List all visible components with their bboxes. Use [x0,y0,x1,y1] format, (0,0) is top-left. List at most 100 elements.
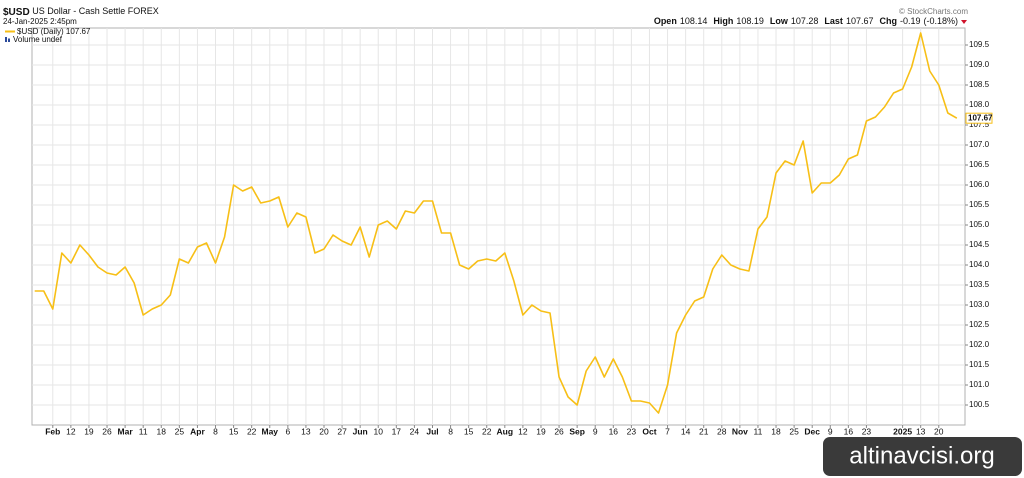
x-tick-label: 24 [410,426,420,436]
x-tick-label: 2025 [893,426,912,436]
y-tick-label: 101.0 [969,380,990,389]
quote-value: -0.19 [900,16,921,26]
y-tick-label: 108.5 [969,80,990,89]
x-tick-label: 11 [139,426,148,436]
quote: Open 108.14 High 108.19 Low 107.28 Last 107.67 C… [654,16,958,26]
legend-entry: $USD (Daily) 107.67 [17,27,91,36]
quote-pct: (-0.18%) [923,16,958,26]
y-tick-label: 100.5 [969,400,990,409]
x-tick-label: Nov [732,426,748,436]
x-tick-label: 9 [593,426,598,436]
legend-name: $USD (Daily) [17,27,64,36]
x-tick-label: 8 [213,426,218,436]
x-tick-label: 13 [916,426,926,436]
quote-value: 107.67 [846,16,874,26]
x-tick-label: 23 [627,426,637,436]
x-tick-label: 25 [175,426,185,436]
price-line [34,32,958,414]
x-tick-label: Apr [190,426,205,436]
quote-value: 108.14 [680,16,708,26]
y-tick-label: 109.5 [969,40,990,49]
y-tick-label: 109.0 [969,60,990,69]
x-tick-label: Aug [497,426,514,436]
y-tick-label: 101.5 [969,360,990,369]
x-tick-label: 25 [789,426,799,436]
y-tick-label: 105.0 [969,220,990,229]
x-tick-label: 15 [229,426,239,436]
x-tick-label: 12 [66,426,76,436]
quote-value: 108.19 [736,16,764,26]
chart-title: $USD US Dollar - Cash Settle FOREX [3,6,159,17]
y-tick-label: 103.5 [969,280,990,289]
x-tick-label: 28 [717,426,727,436]
x-tick-label: Sep [569,426,585,436]
x-tick-label: 22 [247,426,257,436]
x-tick-label: 16 [844,426,854,436]
symbol: $USD [3,7,30,18]
volume-icon [5,37,7,42]
quote-label: Chg [879,16,897,26]
quote-label: Open [654,16,677,26]
x-tick-label: 20 [319,426,329,436]
x-tick-label: 27 [337,426,347,436]
x-tick-label: 19 [84,426,94,436]
quote-label: High [713,16,733,26]
x-tick-label: 17 [392,426,402,436]
quote-value: 107.28 [791,16,819,26]
x-tick-label: 18 [771,426,781,436]
date: 24-Jan-2025 2:45pm [3,17,77,26]
x-tick-label: Feb [45,426,60,436]
quote-label: Last [824,16,843,26]
x-tick-label: 18 [157,426,167,436]
title-suffix: US Dollar - Cash Settle FOREX [32,6,159,16]
x-tick-label: 6 [285,426,290,436]
y-tick-label: 106.0 [969,180,990,189]
quote-label: Low [770,16,789,26]
y-tick-label: 107.0 [969,140,990,149]
volume-icon [8,38,10,42]
y-tick-label: 106.5 [969,160,990,169]
y-tick-label: 103.0 [969,300,990,309]
y-tick-label: 107.5 [969,120,990,129]
x-tick-label: 15 [464,426,474,436]
x-tick-label: May [261,426,278,436]
plot: 107.67 [34,32,993,414]
watermark: altinavcisi.org [849,442,994,469]
x-tick-label: Mar [118,426,134,436]
credit: © StockCharts.com [899,7,968,16]
legend-value: 107.67 [66,27,91,36]
last-value-tag [965,112,993,124]
x-tick-label: 8 [448,426,453,436]
x-tick-label: 10 [374,426,384,436]
x-tick-label: 21 [699,426,709,436]
volume-legend: Volume undef [13,35,63,44]
x-tick-label: 23 [862,426,872,436]
x-tick-label: Jun [353,426,368,436]
watermark-box [823,437,1022,476]
x-tick-label: 14 [681,426,691,436]
x-tick-label: 19 [536,426,546,436]
y-tick-label: 104.5 [969,240,990,249]
plot-frame [31,27,966,426]
x-tick-label: Jul [426,426,438,436]
last-value-label: 107.67 [968,113,993,122]
x-tick-label: Dec [804,426,820,436]
x-tick-label: 9 [828,426,833,436]
y-tick-label: 105.5 [969,200,990,209]
y-tick-label: 108.0 [969,100,990,109]
x-tick-label: 7 [665,426,670,436]
y-tick-label: 104.0 [969,260,990,269]
x-tick-label: 16 [609,426,619,436]
x-tick-label: 26 [554,426,564,436]
x-tick-label: 11 [754,426,763,436]
x-tick-label: 13 [301,426,311,436]
x-tick-label: Oct [642,426,656,436]
x-tick-label: 26 [102,426,112,436]
x-tick-label: 20 [934,426,944,436]
y-tick-label: 102.0 [969,340,990,349]
x-tick-label: 22 [482,426,492,436]
x-tick-label: 12 [518,426,528,436]
down-arrow [961,20,967,24]
y-tick-label: 102.5 [969,320,990,329]
